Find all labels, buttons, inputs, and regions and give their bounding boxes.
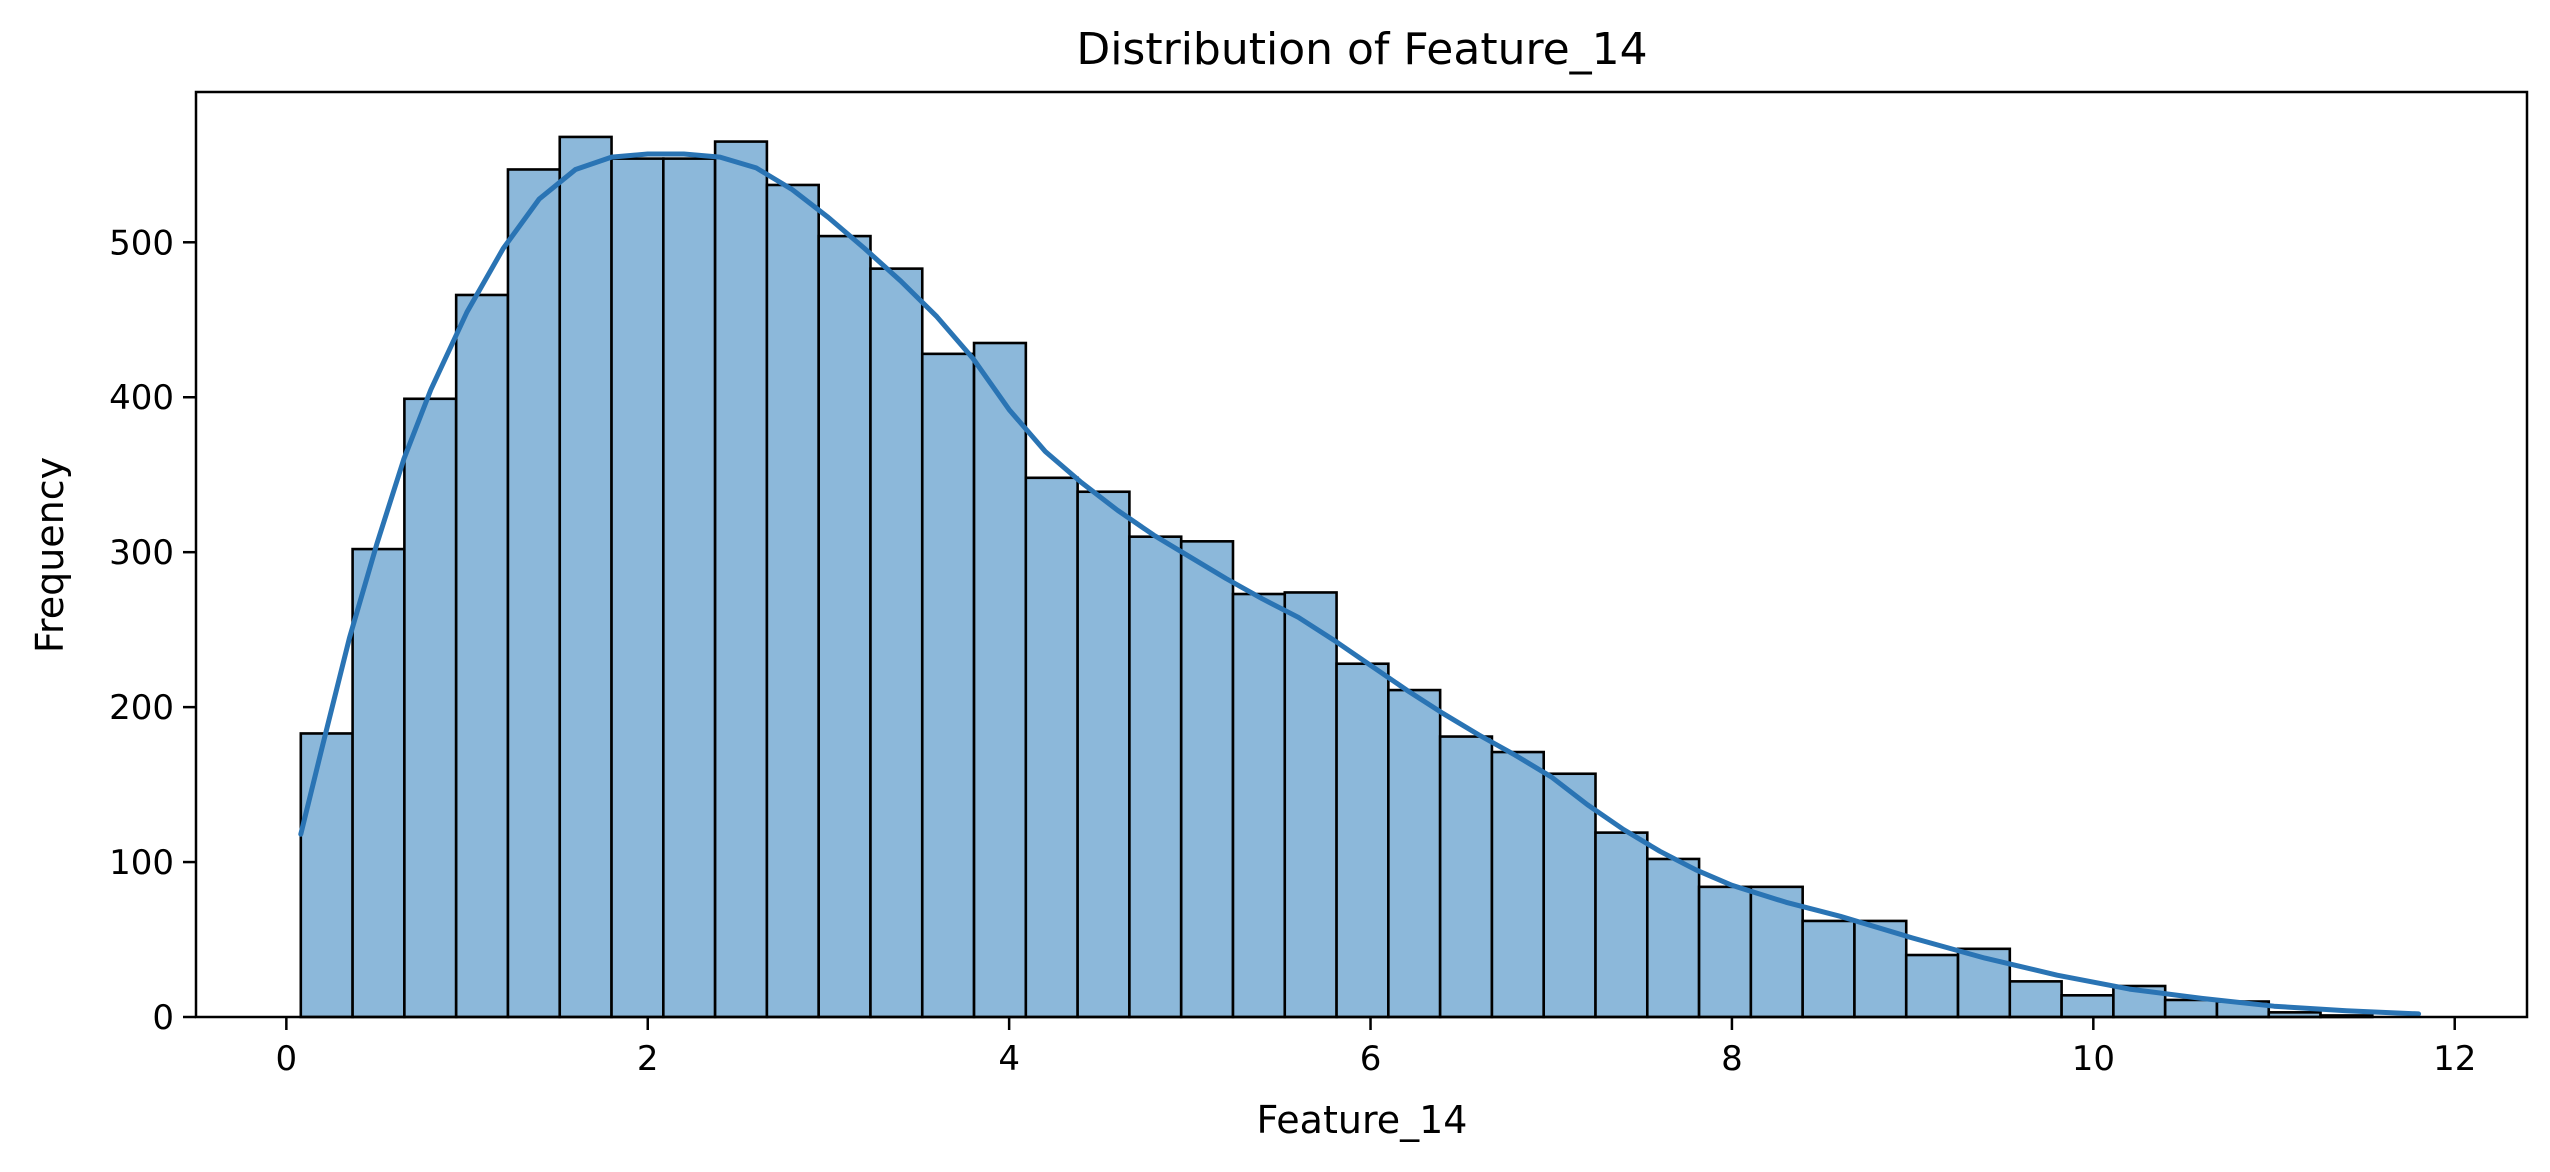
histogram-bar (1231, 592, 1287, 1019)
histogram-bar (403, 397, 458, 1019)
histogram-bar (1128, 535, 1183, 1019)
x-tick-label: 0 (276, 1039, 298, 1079)
y-tick-label: 200 (109, 688, 174, 728)
x-axis: 0 2 4 6 8 10 12 (276, 1017, 2476, 1079)
histogram-bar (713, 140, 769, 1019)
histogram-bar (610, 157, 665, 1019)
y-tick-label: 0 (152, 998, 174, 1038)
histogram-bar (1542, 772, 1597, 1019)
histogram-bar (817, 234, 872, 1019)
histogram-bar (1283, 591, 1338, 1019)
x-axis-label: Feature_14 (1257, 1098, 1468, 1142)
histogram-bar (1024, 476, 1079, 1019)
x-tick-label: 8 (1721, 1039, 1743, 1079)
y-axis: 0 100 200 300 400 500 (109, 223, 196, 1038)
histogram-bar (765, 183, 820, 1019)
x-tick-label: 12 (2433, 1039, 2476, 1079)
x-tick-label: 10 (2072, 1039, 2115, 1079)
histogram-bar (1594, 831, 1649, 1019)
histogram-bar (1904, 953, 1960, 1019)
histogram-bar (1438, 735, 1494, 1019)
histogram-bar (869, 267, 924, 1019)
histogram-bar (972, 341, 1028, 1019)
histogram-bar (2008, 980, 2063, 1019)
kde-curve (298, 151, 2422, 1017)
histogram-bars (299, 135, 2374, 1019)
histogram-bar (454, 293, 510, 1019)
histogram-bar (920, 352, 976, 1019)
y-tick-label: 500 (109, 223, 174, 263)
histogram-bar (1076, 490, 1131, 1019)
y-axis-label: Frequency (28, 457, 72, 653)
y-tick-label: 300 (109, 533, 174, 573)
histogram-bar (1335, 662, 1390, 1019)
y-tick-label: 400 (109, 378, 174, 418)
histogram-bar (351, 547, 406, 1019)
x-tick-label: 4 (998, 1039, 1020, 1079)
histogram-bar (1179, 540, 1235, 1019)
plot-frame (194, 90, 2529, 1019)
histogram-bar (1387, 688, 1442, 1019)
histogram-bar (662, 157, 717, 1019)
histogram-bar (2060, 994, 2115, 1019)
x-tick-label: 6 (1360, 1039, 1382, 1079)
histogram-bar (1645, 857, 1701, 1019)
histogram-bar (299, 732, 354, 1019)
x-tick-label: 2 (637, 1039, 659, 1079)
chart-title: Distribution of Feature_14 (1076, 24, 1647, 75)
histogram-bar (1749, 885, 1804, 1019)
y-tick-label: 100 (109, 843, 174, 883)
histogram-bar (1697, 885, 1753, 1019)
histogram-bar (506, 168, 562, 1019)
histogram-bar (2163, 998, 2219, 1019)
histogram-bar (558, 135, 613, 1019)
histogram-bar (1490, 750, 1546, 1019)
histogram-bar (1801, 919, 1856, 1019)
